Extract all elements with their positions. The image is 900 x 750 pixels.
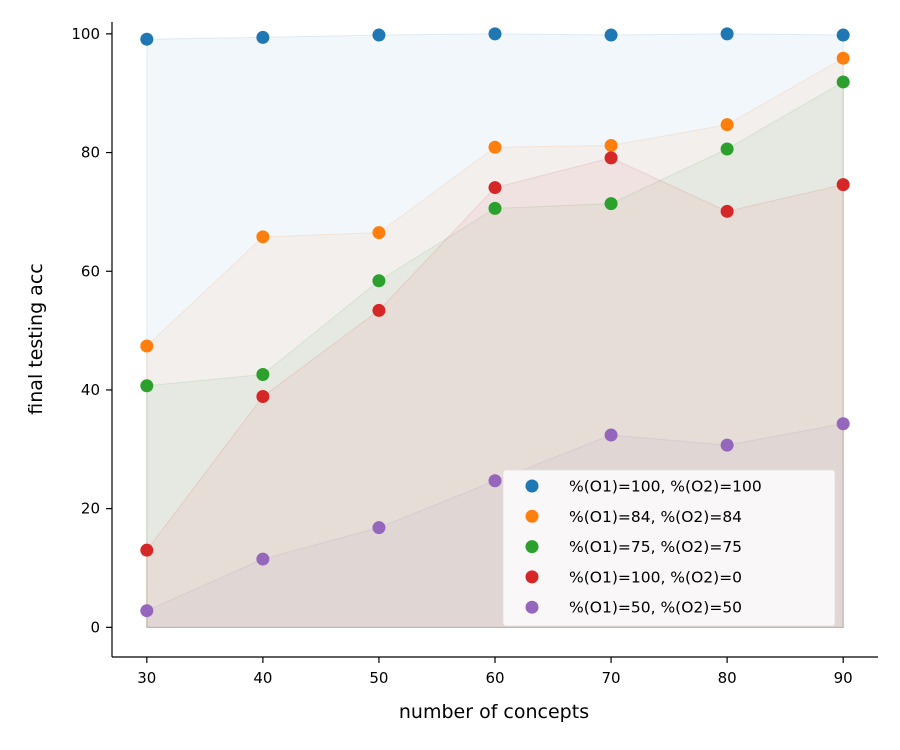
data-point <box>604 151 618 165</box>
data-point <box>488 474 502 488</box>
y-tick-label: 40 <box>81 381 100 399</box>
data-point <box>372 274 386 288</box>
y-tick-label: 80 <box>81 144 100 162</box>
legend-label: %(O1)=100, %(O2)=100 <box>569 478 762 496</box>
x-axis-title: number of concepts <box>399 701 589 723</box>
data-point <box>256 552 270 566</box>
data-point <box>372 28 386 42</box>
data-point <box>836 178 850 192</box>
data-point <box>604 28 618 42</box>
data-point <box>372 226 386 240</box>
legend-label: %(O1)=50, %(O2)=50 <box>569 599 742 617</box>
data-point <box>836 417 850 431</box>
legend-marker <box>525 509 539 523</box>
y-tick-label: 60 <box>81 262 100 280</box>
x-tick-label: 50 <box>369 669 388 687</box>
y-ticks: 0 20 40 60 80 100 <box>71 25 112 636</box>
legend-label: %(O1)=84, %(O2)=84 <box>569 508 742 526</box>
data-point <box>256 230 270 244</box>
y-axis-title: final testing acc <box>25 263 47 414</box>
data-point <box>140 32 154 46</box>
data-point <box>372 521 386 535</box>
data-point <box>488 27 502 41</box>
data-points <box>140 27 850 618</box>
data-point <box>140 543 154 557</box>
legend-label: %(O1)=75, %(O2)=75 <box>569 538 742 556</box>
x-tick-label: 30 <box>137 669 156 687</box>
data-point <box>256 30 270 44</box>
data-point <box>720 438 734 452</box>
data-point <box>720 204 734 218</box>
y-tick-label: 20 <box>81 500 100 518</box>
x-ticks: 30 40 50 60 70 80 90 <box>137 657 853 687</box>
data-point <box>256 368 270 382</box>
data-point <box>720 142 734 156</box>
data-point <box>836 51 850 65</box>
data-point <box>256 389 270 403</box>
x-tick-label: 70 <box>602 669 621 687</box>
data-point <box>140 339 154 353</box>
data-point <box>488 201 502 215</box>
x-tick-label: 90 <box>834 669 853 687</box>
data-point <box>720 118 734 132</box>
data-point <box>372 303 386 317</box>
data-point <box>836 75 850 89</box>
legend-marker <box>525 570 539 584</box>
data-point <box>836 28 850 42</box>
data-point <box>604 197 618 211</box>
x-tick-label: 40 <box>253 669 272 687</box>
data-point <box>488 140 502 154</box>
legend: %(O1)=100, %(O2)=100 %(O1)=84, %(O2)=84 %(… <box>502 469 836 627</box>
x-tick-label: 80 <box>718 669 737 687</box>
data-point <box>140 379 154 393</box>
data-point <box>720 27 734 41</box>
x-tick-label: 60 <box>485 669 504 687</box>
legend-marker <box>525 540 539 554</box>
data-point <box>140 604 154 618</box>
data-point <box>604 138 618 152</box>
legend-box <box>502 469 836 627</box>
data-point <box>488 181 502 195</box>
legend-marker <box>525 479 539 493</box>
y-tick-label: 100 <box>71 25 100 43</box>
legend-marker <box>525 600 539 614</box>
data-point <box>604 428 618 442</box>
y-tick-label: 0 <box>90 618 100 636</box>
legend-label: %(O1)=100, %(O2)=0 <box>569 568 742 586</box>
